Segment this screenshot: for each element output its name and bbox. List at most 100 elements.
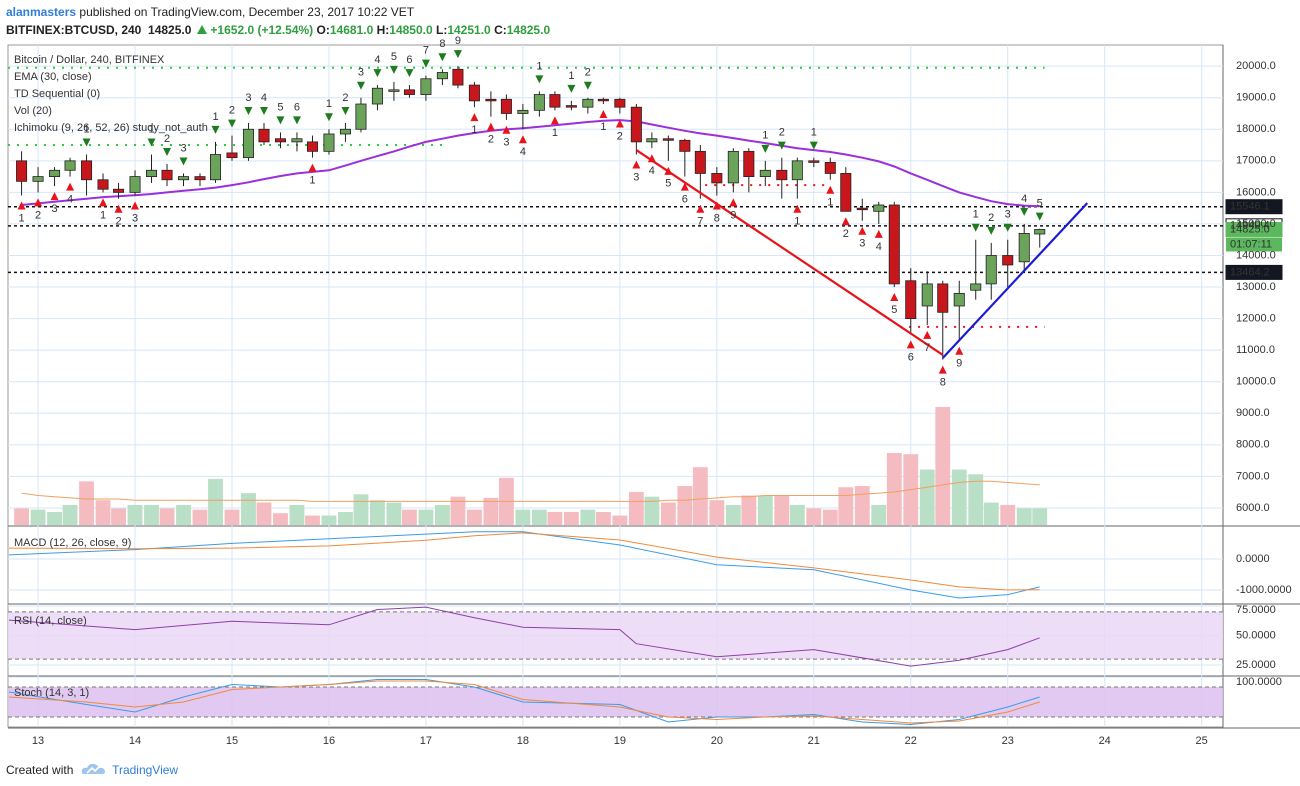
y-tick-label: 17000.0 — [1236, 155, 1276, 167]
candle-body — [81, 160, 93, 181]
y-tick-label: 6000.0 — [1236, 502, 1270, 514]
td-buy-count: 1 — [326, 98, 332, 110]
td-buy-arrow — [356, 81, 365, 90]
volume-bar — [353, 494, 369, 525]
volume-ma-line — [21, 480, 1040, 502]
y-tick-label: -1000.0000 — [1236, 584, 1292, 596]
volume-bar — [951, 469, 967, 525]
indicator-line — [8, 680, 1040, 724]
td-buy-arrow — [1003, 223, 1012, 232]
author[interactable]: alanmasters — [6, 5, 77, 19]
volume-bar — [159, 508, 175, 525]
td-sell-arrow — [470, 113, 479, 122]
candle-body — [1002, 255, 1014, 266]
candle-body — [485, 98, 497, 102]
td-buy-arrow — [211, 125, 220, 134]
y-tick-label: 11000.0 — [1236, 344, 1275, 356]
td-sell-count: 3 — [51, 203, 57, 215]
td-buy-count: 1 — [212, 111, 218, 123]
volume-bar — [595, 512, 611, 525]
candle-body — [937, 283, 949, 313]
labels: 13 14 15 16 17 18 19 20 21 22 23 24 256000.07000.080… — [14, 35, 1292, 747]
td-sell-arrow — [696, 204, 705, 213]
y-tick-label: 14000.0 — [1236, 249, 1276, 261]
candle-body — [824, 161, 836, 174]
y-tick-label: 75.0000 — [1236, 604, 1276, 616]
pane-title: MACD (12, 26, close, 9) — [14, 537, 131, 549]
candle-body — [209, 154, 222, 181]
pane-title: Bitcoin / Dollar, 240, BITFINEX — [14, 54, 165, 66]
y-tick-label: 16000.0 — [1236, 186, 1276, 198]
candle-body — [371, 87, 383, 105]
x-tick-label: 20 — [711, 735, 723, 747]
td-sell-count: 4 — [520, 146, 526, 158]
volume-bar — [289, 504, 305, 525]
candle-body — [597, 98, 609, 102]
candle-body — [679, 139, 691, 152]
volume-bar — [1032, 508, 1048, 525]
legend-item: TD Sequential (0) — [14, 88, 100, 100]
candle-body — [953, 292, 965, 307]
volume-bar — [563, 512, 579, 525]
td-buy-count: 8 — [439, 38, 445, 50]
td-buy-count: 1 — [536, 60, 542, 72]
td-sell-arrow — [518, 135, 527, 144]
td-sell-count: 4 — [67, 194, 73, 206]
td-buy-count: 1 — [568, 70, 574, 82]
td-sell-count: 2 — [115, 216, 121, 228]
td-sell-arrow — [599, 110, 608, 119]
td-sell-count: 1 — [827, 197, 833, 209]
volume-bar — [612, 515, 628, 525]
candle-body — [16, 160, 28, 182]
candle-body — [226, 152, 238, 159]
candle-body — [759, 169, 771, 177]
td-sell-arrow — [17, 201, 26, 210]
volume-bar — [241, 493, 256, 525]
td-sell-count: 3 — [503, 137, 509, 149]
candle-body — [49, 169, 61, 177]
candle-body — [905, 280, 917, 320]
td-sell-arrow — [923, 330, 932, 339]
td-sell-arrow — [550, 116, 559, 125]
candle-body — [921, 283, 933, 307]
td-buy-count: 1 — [148, 123, 154, 135]
trendline — [635, 149, 944, 356]
td-buy-arrow — [324, 113, 333, 122]
td-sell-arrow — [680, 182, 689, 191]
candle-body — [646, 138, 658, 143]
candle-body — [711, 173, 723, 184]
volume-bar — [30, 509, 46, 525]
candle-body — [258, 128, 270, 143]
td-buy-arrow — [453, 50, 462, 59]
candle-body — [194, 176, 206, 181]
td-buy-count: 1 — [83, 123, 89, 135]
pane-title: RSI (14, close) — [14, 615, 87, 627]
y-tick-label: 13000.0 — [1236, 281, 1276, 293]
td-buy-count: 2 — [342, 92, 348, 104]
header-line-1: alanmasters published on TradingView.com… — [6, 3, 550, 21]
td-buy-arrow — [389, 65, 398, 74]
level-label: 15546.1 — [1230, 201, 1270, 213]
td-sell-count: 6 — [682, 194, 688, 206]
candle-body — [161, 169, 173, 181]
volume-bar — [1016, 508, 1032, 525]
td-sell-arrow — [114, 204, 123, 213]
ohlc-value: 14850.0 — [389, 23, 433, 37]
candle-body — [662, 138, 674, 141]
x-tick-label: 21 — [808, 735, 820, 747]
td-sell-arrow — [874, 229, 883, 238]
candle-body — [856, 207, 868, 211]
td-sell-count: 6 — [908, 351, 914, 363]
volume-bar — [338, 512, 353, 525]
brand[interactable]: TradingView — [112, 763, 179, 777]
candle-body — [468, 84, 480, 102]
candle-body — [808, 160, 820, 163]
td-sell-arrow — [66, 182, 75, 191]
td-buy-count: 1 — [973, 209, 979, 221]
candle-body — [776, 169, 788, 181]
volume-bar — [580, 509, 596, 525]
countdown: 01:07:11 — [1230, 238, 1272, 250]
td-sell-arrow — [906, 340, 915, 349]
volume-bar — [111, 508, 126, 525]
indicator-line — [8, 532, 1040, 591]
